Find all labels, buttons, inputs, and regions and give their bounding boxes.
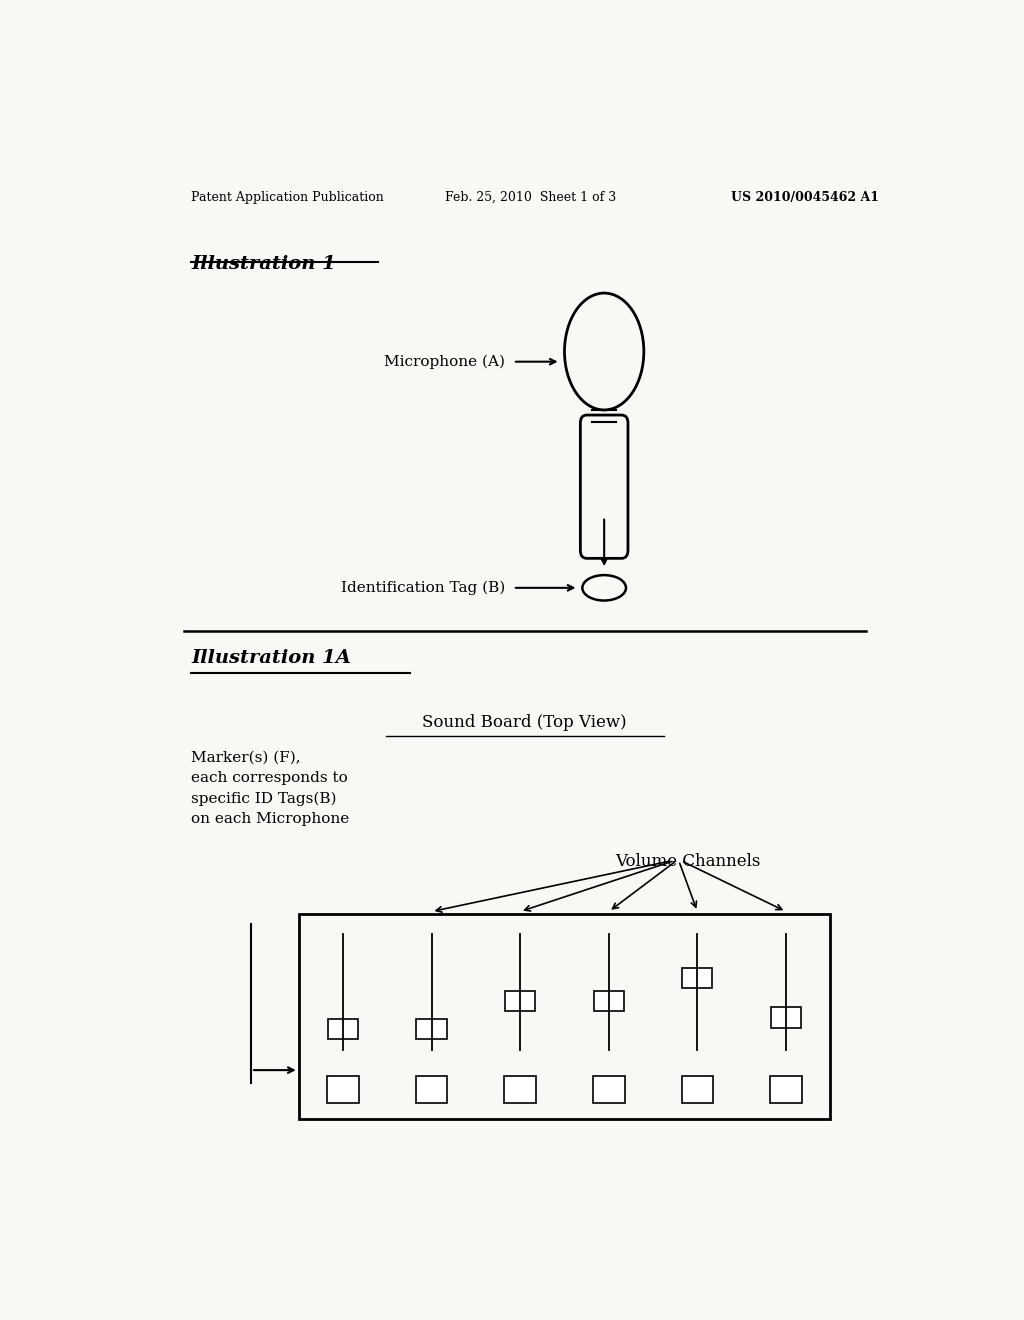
Bar — [327, 1076, 358, 1102]
Bar — [682, 968, 713, 989]
Bar — [328, 1019, 358, 1039]
Bar — [682, 1076, 714, 1102]
Text: Identification Tag (B): Identification Tag (B) — [341, 581, 505, 595]
Bar — [299, 913, 830, 1119]
Bar — [504, 1076, 536, 1102]
Text: Patent Application Publication: Patent Application Publication — [191, 191, 384, 203]
Bar — [416, 1076, 447, 1102]
Bar — [593, 1076, 625, 1102]
Text: Sound Board (Top View): Sound Board (Top View) — [423, 714, 627, 731]
Bar — [771, 1007, 801, 1027]
Text: Illustration 1A: Illustration 1A — [191, 649, 351, 668]
Text: Illustration 1: Illustration 1 — [191, 255, 336, 273]
Text: US 2010/0045462 A1: US 2010/0045462 A1 — [731, 191, 880, 203]
Text: Marker(s) (F),
each corresponds to
specific ID Tags(B)
on each Microphone: Marker(s) (F), each corresponds to speci… — [191, 751, 350, 826]
Bar — [505, 991, 536, 1011]
Bar — [594, 991, 624, 1011]
Text: Microphone (A): Microphone (A) — [384, 355, 505, 368]
Bar — [417, 1019, 446, 1039]
Bar — [770, 1076, 802, 1102]
Text: Feb. 25, 2010  Sheet 1 of 3: Feb. 25, 2010 Sheet 1 of 3 — [445, 191, 616, 203]
Text: Volume Channels: Volume Channels — [614, 853, 760, 870]
